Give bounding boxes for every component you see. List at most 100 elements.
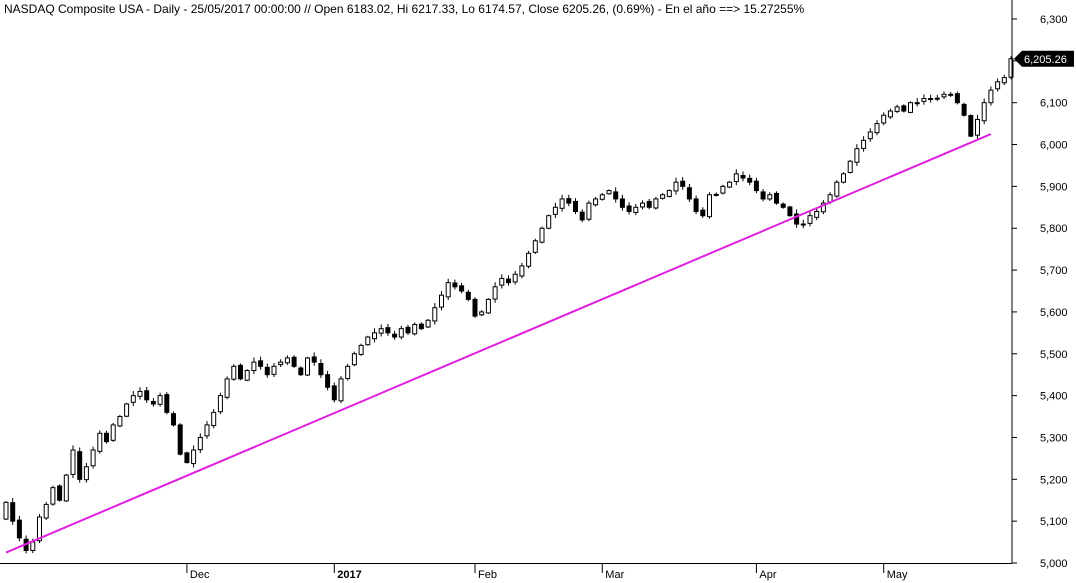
candle: [351, 351, 357, 367]
candle-body: [231, 365, 237, 380]
candle-body: [532, 240, 538, 253]
candle-body: [3, 501, 9, 520]
candle: [660, 193, 666, 200]
candle: [626, 202, 632, 215]
candle-body: [499, 277, 505, 286]
candle: [291, 355, 297, 368]
candle-body: [30, 541, 36, 551]
candle: [740, 171, 746, 182]
candle: [928, 94, 934, 103]
candle-body: [640, 202, 645, 208]
candle-body: [459, 285, 465, 292]
candle: [238, 363, 243, 381]
candle: [10, 498, 16, 525]
candle-body: [137, 390, 143, 397]
candle-body: [479, 311, 485, 316]
candle: [479, 310, 485, 317]
candle-body: [519, 265, 525, 277]
candle-body: [191, 449, 197, 465]
candle-body: [63, 474, 69, 502]
candle: [593, 196, 599, 207]
candle-body: [968, 115, 974, 137]
candle: [954, 91, 960, 105]
candle-body: [707, 194, 712, 218]
candle-body: [90, 449, 96, 467]
candle: [820, 200, 826, 215]
candle: [693, 195, 699, 215]
candle: [338, 375, 344, 404]
candle: [526, 250, 532, 269]
candle-body: [398, 328, 404, 338]
candle-body: [298, 367, 304, 376]
candle-body: [291, 356, 297, 367]
last-close-label: 6,205.26: [1024, 54, 1067, 66]
x-tick-label: Mar: [605, 569, 624, 581]
candle-body: [284, 357, 290, 364]
candle: [358, 343, 364, 356]
y-tick-label: 5,200: [1040, 474, 1068, 486]
candle-body: [526, 252, 532, 267]
candle: [532, 238, 538, 255]
candle-body: [485, 298, 491, 314]
candle-body: [224, 378, 230, 398]
candle-body: [566, 198, 572, 204]
candle-body: [653, 198, 659, 209]
candle-body: [807, 215, 813, 224]
candle: [284, 355, 290, 365]
candle: [83, 462, 89, 483]
candle-body: [673, 181, 679, 192]
candle-body: [258, 360, 264, 367]
candle: [579, 209, 585, 223]
candle-body: [619, 198, 625, 208]
candle: [331, 382, 337, 403]
candle: [606, 189, 612, 195]
candle-body: [318, 362, 324, 376]
candle-body: [606, 190, 612, 195]
candle-body: [418, 323, 424, 330]
candle: [171, 411, 176, 427]
candle-body: [834, 181, 840, 197]
candle: [586, 200, 592, 222]
candle-body: [492, 286, 498, 300]
candle: [392, 330, 398, 340]
candle-body: [613, 191, 619, 200]
candle: [713, 192, 719, 197]
candle-body: [740, 175, 746, 179]
y-tick-label: 5,400: [1040, 391, 1068, 403]
candle-body: [874, 123, 880, 134]
candle-body: [372, 332, 377, 340]
candle: [130, 391, 136, 406]
candle: [948, 91, 954, 98]
candle-body: [124, 403, 130, 417]
candle: [3, 501, 9, 521]
candle-body: [130, 395, 136, 403]
candle-body: [774, 192, 779, 204]
candle: [398, 325, 404, 340]
candle-body: [820, 202, 826, 213]
y-tick-label: 6,100: [1040, 98, 1068, 110]
candle: [666, 189, 672, 198]
candle: [110, 422, 116, 442]
candles-layer: [3, 56, 1014, 554]
candle-body: [110, 424, 116, 441]
candle: [921, 94, 927, 105]
candle-body: [37, 516, 42, 542]
candle: [211, 409, 217, 429]
candle: [77, 447, 83, 483]
candle: [512, 270, 518, 285]
candle-body: [171, 413, 176, 426]
candle: [251, 357, 257, 375]
candle-body: [432, 307, 438, 322]
candle-body: [144, 390, 150, 401]
candle-body: [753, 180, 759, 192]
candle: [814, 208, 820, 221]
y-tick-label: 6,000: [1040, 140, 1068, 152]
x-tick-label: Apr: [759, 569, 776, 581]
last-close-marker: 6,205.26: [1014, 50, 1074, 67]
candle: [727, 180, 733, 189]
candle: [995, 78, 1001, 92]
candle-body: [546, 215, 552, 229]
candle: [385, 323, 391, 336]
candle-body: [331, 385, 337, 401]
candle-body: [378, 328, 384, 334]
